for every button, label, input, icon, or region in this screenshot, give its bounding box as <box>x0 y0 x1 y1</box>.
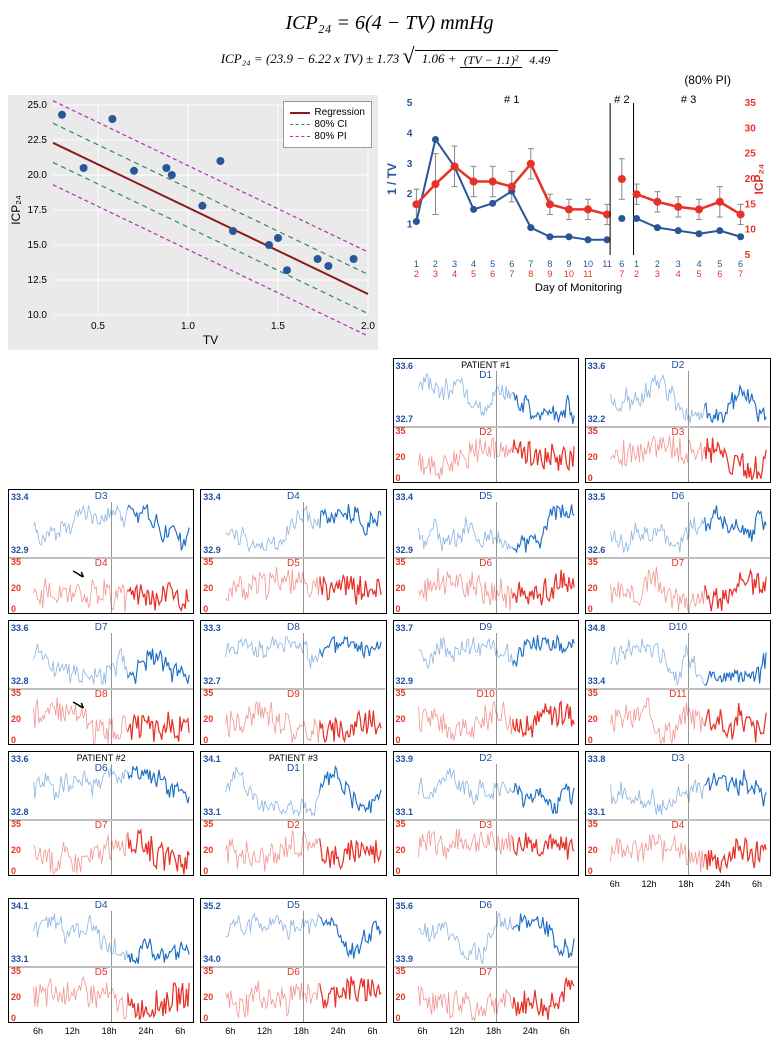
svg-text:2.0: 2.0 <box>361 321 375 332</box>
svg-text:2: 2 <box>634 269 639 279</box>
timeseries-panel: 35.633.935200D6D76h12h18h24h6h <box>393 898 579 1023</box>
svg-text:10: 10 <box>583 259 593 269</box>
svg-text:# 1: # 1 <box>504 95 519 106</box>
timeseries-panel: 33.732.935200D9D10 <box>393 620 579 745</box>
timeseries-panel: 33.332.735200D8D9 <box>200 620 386 745</box>
svg-text:20.0: 20.0 <box>28 170 48 181</box>
svg-text:0.5: 0.5 <box>91 321 105 332</box>
svg-text:5: 5 <box>407 98 413 109</box>
svg-text:1: 1 <box>634 259 639 269</box>
svg-text:4: 4 <box>452 269 457 279</box>
timeseries-panel: 33.933.135200D2D3 <box>393 751 579 876</box>
svg-text:6: 6 <box>509 259 514 269</box>
svg-text:5: 5 <box>490 259 495 269</box>
svg-text:3: 3 <box>407 159 413 170</box>
timeseries-panel: 33.632.835200D7D8 <box>8 620 194 745</box>
svg-text:35: 35 <box>745 98 757 109</box>
timeseries-panel: 33.833.135200D3D46h12h18h24h6h <box>585 751 771 876</box>
svg-text:25.0: 25.0 <box>28 100 48 111</box>
svg-text:1.5: 1.5 <box>271 321 285 332</box>
svg-text:17.5: 17.5 <box>28 205 48 216</box>
svg-text:4: 4 <box>407 128 413 139</box>
svg-text:Day of Monitoring: Day of Monitoring <box>535 282 622 294</box>
svg-text:15: 15 <box>745 199 757 210</box>
svg-text:7: 7 <box>528 259 533 269</box>
svg-text:2: 2 <box>414 269 419 279</box>
svg-text:12.5: 12.5 <box>28 275 48 286</box>
svg-text:5: 5 <box>696 269 701 279</box>
svg-text:4: 4 <box>676 269 681 279</box>
svg-text:8: 8 <box>528 269 533 279</box>
svg-text:# 3: # 3 <box>681 95 696 106</box>
svg-text:11: 11 <box>602 259 611 269</box>
svg-text:# 2: # 2 <box>614 95 629 106</box>
svg-text:4: 4 <box>696 259 701 269</box>
panel-grid: 33.632.735200D1PATIENT #1D233.632.235200… <box>8 358 771 1039</box>
svg-text:11: 11 <box>583 269 592 279</box>
svg-text:6: 6 <box>717 269 722 279</box>
equation-sub: ICP₂₄ = (23.9 − 6.22 x TV) ± 1.73 √ 1.06… <box>8 43 771 69</box>
equation-main: ICP₂₄ = 6(4 − TV) mmHg <box>8 12 771 35</box>
svg-text:ICP₂₄: ICP₂₄ <box>9 195 23 225</box>
svg-text:6: 6 <box>619 259 624 269</box>
timeseries-panel: 33.532.635200D6D7 <box>585 489 771 614</box>
svg-text:25: 25 <box>745 149 757 160</box>
timeseries-panel: 34.133.135200D4D56h12h18h24h6h <box>8 898 194 1023</box>
timeseries-panel: 34.133.135200D1PATIENT #3D2 <box>200 751 386 876</box>
svg-text:8: 8 <box>547 259 552 269</box>
timeseries-panel: 34.833.435200D10D11 <box>585 620 771 745</box>
svg-text:15.0: 15.0 <box>28 240 48 251</box>
svg-text:1 / TV: 1 / TV <box>386 163 399 195</box>
svg-text:2: 2 <box>433 259 438 269</box>
svg-text:TV: TV <box>203 333 218 347</box>
svg-text:9: 9 <box>566 259 571 269</box>
svg-text:1: 1 <box>407 220 413 231</box>
scatter-legend: Regression 80% CI 80% PI <box>283 101 372 148</box>
svg-text:5: 5 <box>471 269 476 279</box>
scatter-plot: 0.5 1.0 1.5 2.0 10.0 12.5 15.0 17.5 20.0 22.5 25.0… <box>8 95 378 350</box>
svg-text:3: 3 <box>433 269 438 279</box>
svg-text:6: 6 <box>490 269 495 279</box>
svg-text:3: 3 <box>676 259 681 269</box>
svg-text:2: 2 <box>407 189 413 200</box>
svg-text:1: 1 <box>414 259 419 269</box>
equation-annotation: (80% PI) <box>8 73 731 87</box>
svg-text:4: 4 <box>471 259 476 269</box>
svg-text:3: 3 <box>655 269 660 279</box>
svg-text:7: 7 <box>738 269 743 279</box>
equation-block: ICP₂₄ = 6(4 − TV) mmHg ICP₂₄ = (23.9 − 6… <box>8 12 771 87</box>
svg-text:30: 30 <box>745 123 757 134</box>
svg-text:10: 10 <box>564 269 574 279</box>
svg-text:7: 7 <box>509 269 514 279</box>
svg-text:22.5: 22.5 <box>28 135 48 146</box>
timeseries-panel: 33.432.935200D5D6 <box>393 489 579 614</box>
timeseries-panel: 33.632.735200D1PATIENT #1D2 <box>393 358 579 483</box>
timeseries-panel: 33.432.935200D3D4 <box>8 489 194 614</box>
svg-text:10.0: 10.0 <box>28 310 48 321</box>
svg-text:6: 6 <box>738 259 743 269</box>
svg-text:1.0: 1.0 <box>181 321 195 332</box>
timeseries-panel: 35.234.035200D5D66h12h18h24h6h <box>200 898 386 1023</box>
svg-text:9: 9 <box>547 269 552 279</box>
svg-text:7: 7 <box>619 269 624 279</box>
svg-text:ICP₂₄: ICP₂₄ <box>752 163 766 194</box>
svg-text:3: 3 <box>452 259 457 269</box>
svg-text:5: 5 <box>717 259 722 269</box>
monitoring-plot: 1234551015202530351 / TVICP₂₄# 112345678… <box>386 95 771 295</box>
svg-text:5: 5 <box>745 250 751 261</box>
svg-text:2: 2 <box>655 259 660 269</box>
timeseries-panel: 33.632.235200D2D3 <box>585 358 771 483</box>
svg-text:10: 10 <box>745 225 757 236</box>
timeseries-panel: 33.632.835200D6PATIENT #2D7 <box>8 751 194 876</box>
timeseries-panel: 33.432.935200D4D5 <box>200 489 386 614</box>
